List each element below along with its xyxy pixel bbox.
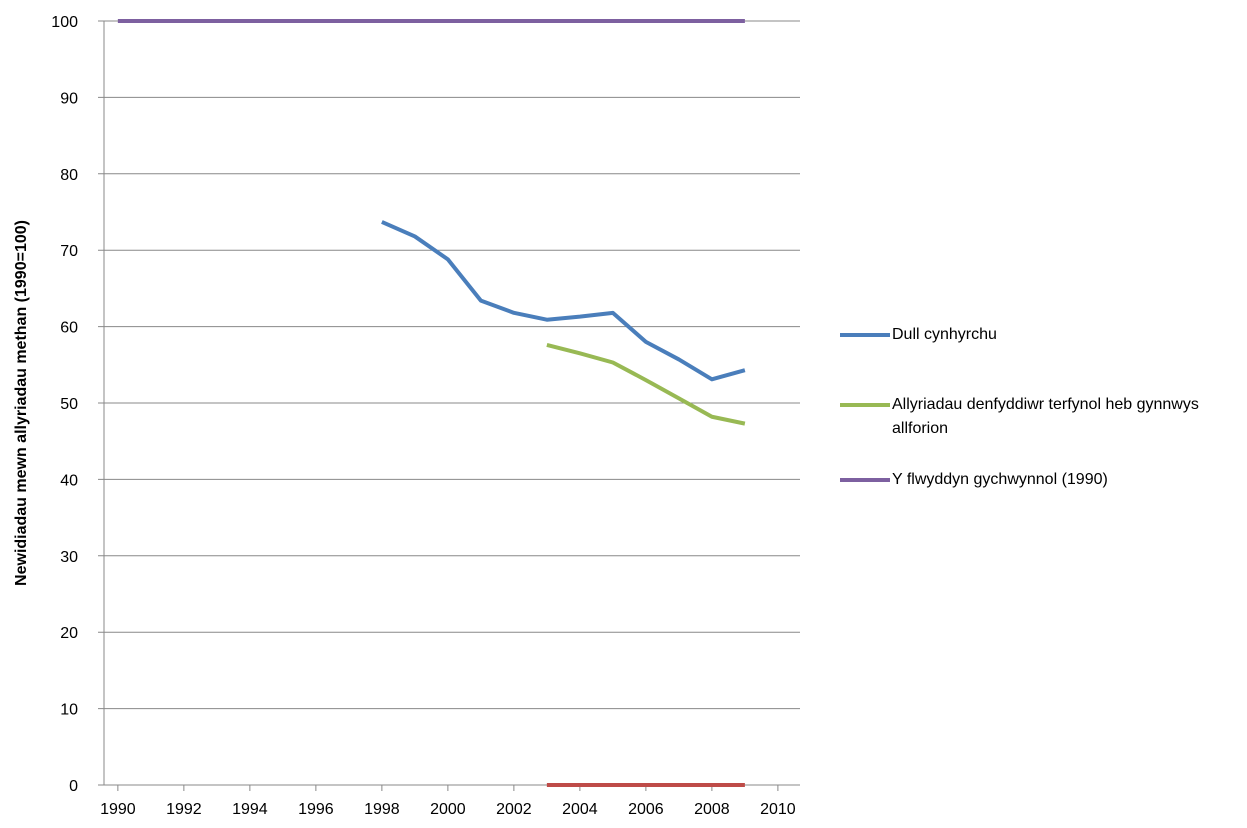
x-tick-label: 1992 <box>166 801 202 818</box>
y-tick-label: 40 <box>60 472 78 489</box>
y-tick-label: 50 <box>60 396 78 413</box>
y-tick-label: 0 <box>69 778 78 795</box>
legend-label: Allyriadau denfyddiwr terfynol heb gynnw… <box>892 396 1199 437</box>
legend-label: Y flwyddyn gychwynnol (1990) <box>892 471 1108 488</box>
x-tick-label: 1990 <box>100 801 136 818</box>
x-tick-label: 1994 <box>232 801 268 818</box>
y-tick-label: 70 <box>60 243 78 260</box>
y-axis-label: Newidiadau mewn allyriadau methan (1990=… <box>13 220 30 586</box>
x-tick-label: 2004 <box>562 801 598 818</box>
legend-label: Dull cynhyrchu <box>892 326 997 343</box>
y-tick-label: 60 <box>60 320 78 337</box>
series-line <box>546 342 746 426</box>
y-tick-label: 100 <box>51 14 78 31</box>
x-tick-label: 2010 <box>760 801 796 818</box>
y-tick-label: 80 <box>60 167 78 184</box>
y-tick-label: 90 <box>60 90 78 107</box>
x-tick-label: 1998 <box>364 801 400 818</box>
x-tick-label: 2002 <box>496 801 532 818</box>
x-tick-label: 2006 <box>628 801 664 818</box>
series-line <box>381 220 746 382</box>
y-tick-label: 20 <box>60 625 78 642</box>
x-tick-label: 1996 <box>298 801 334 818</box>
y-tick-label: 30 <box>60 549 78 566</box>
y-tick-label: 10 <box>60 702 78 719</box>
x-tick-label: 2008 <box>694 801 730 818</box>
x-tick-label: 2000 <box>430 801 466 818</box>
